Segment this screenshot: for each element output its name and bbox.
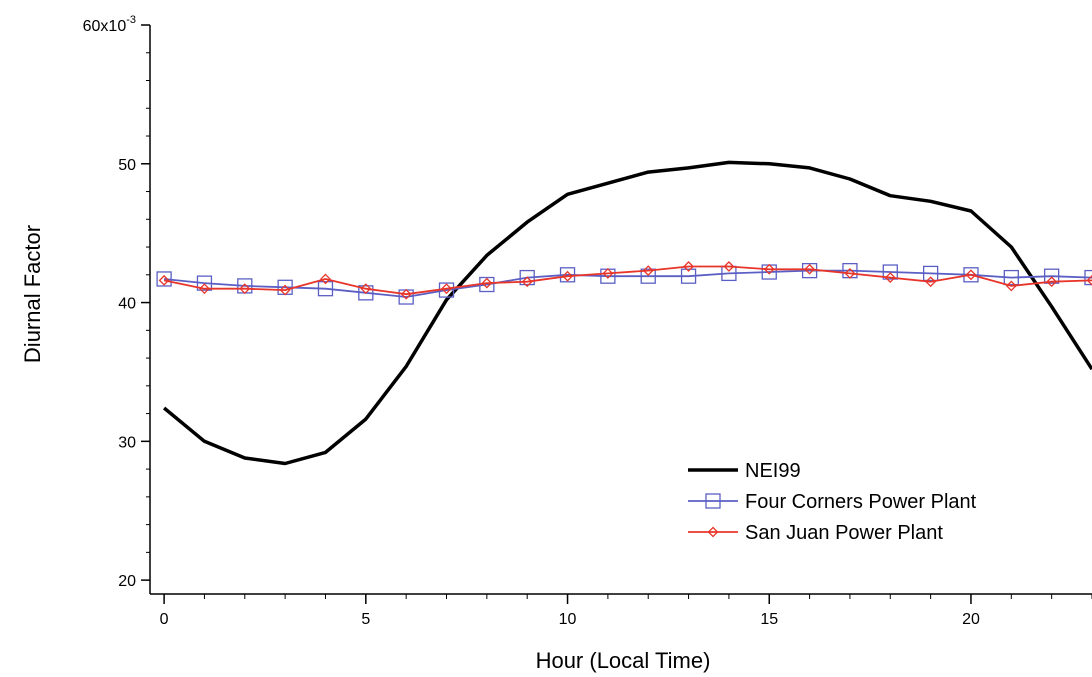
- legend-entry-san-juan-power-plant: San Juan Power Plant: [688, 522, 943, 544]
- y-tick-label: 50: [118, 157, 136, 174]
- data-point-san-juan-power-plant: [481, 277, 493, 289]
- data-point-san-juan-power-plant: [1005, 280, 1017, 292]
- data-point-four-corners-power-plant: [196, 275, 213, 291]
- x-axis-label: Hour (Local Time): [536, 648, 711, 673]
- data-point-four-corners-power-plant: [317, 281, 334, 297]
- data-point-san-juan-power-plant: [642, 265, 654, 277]
- y-tick-label: 60x10-3: [83, 14, 136, 35]
- x-tick-label: 15: [760, 611, 778, 628]
- data-point-four-corners-power-plant: [640, 268, 656, 284]
- data-point-four-corners-power-plant: [156, 271, 172, 287]
- data-point-four-corners-power-plant: [358, 285, 374, 301]
- data-point-san-juan-power-plant: [521, 276, 533, 288]
- data-point-four-corners-power-plant: [1003, 269, 1019, 286]
- series-san-juan-power-plant: [158, 261, 1092, 300]
- series-four-corners-power-plant: [156, 262, 1092, 305]
- x-tick-label: 20: [962, 611, 980, 628]
- data-point-san-juan-power-plant: [158, 274, 170, 286]
- data-point-san-juan-power-plant: [602, 267, 614, 279]
- legend-entry-four-corners-power-plant: Four Corners Power Plant: [688, 491, 977, 513]
- data-point-san-juan-power-plant: [844, 267, 856, 279]
- y-tick-label: 30: [118, 434, 136, 451]
- legend-entry-nei99: NEI99: [688, 460, 801, 482]
- y-axis-label: Diurnal Factor: [20, 225, 45, 363]
- x-tick-label: 5: [361, 611, 370, 628]
- data-point-san-juan-power-plant: [441, 283, 452, 295]
- data-point-four-corners-power-plant: [559, 267, 576, 283]
- series-line-nei99: [162, 160, 1092, 466]
- series-line-four-corners-power-plant: [164, 269, 1092, 298]
- y-tick-label: 40: [118, 296, 136, 313]
- data-point-san-juan-power-plant: [1086, 274, 1092, 286]
- data-point-san-juan-power-plant: [562, 270, 573, 282]
- legend-label: NEI99: [745, 460, 801, 482]
- data-point-san-juan-power-plant: [320, 273, 331, 285]
- data-point-san-juan-power-plant: [804, 263, 816, 275]
- plot-area: [156, 160, 1092, 466]
- data-point-four-corners-power-plant: [922, 265, 939, 282]
- data-point-four-corners-power-plant: [963, 267, 979, 283]
- data-point-san-juan-power-plant: [763, 263, 775, 275]
- data-point-san-juan-power-plant: [239, 283, 251, 295]
- x-tick-label: 0: [160, 611, 169, 628]
- data-point-san-juan-power-plant: [1046, 276, 1058, 288]
- legend-swatch-marker: [707, 526, 719, 538]
- legend-swatch-marker: [705, 493, 721, 509]
- x-tick-label: 10: [559, 611, 577, 628]
- data-point-san-juan-power-plant: [683, 261, 694, 272]
- data-point-san-juan-power-plant: [279, 284, 291, 296]
- y-tick-label: 20: [118, 573, 136, 590]
- data-point-four-corners-power-plant: [882, 264, 898, 280]
- series-nei99: [162, 160, 1092, 466]
- data-point-four-corners-power-plant: [1084, 269, 1092, 286]
- axes: 20 30 40 50 60x10-3 0 5 10 15 20: [83, 14, 1092, 628]
- data-point-san-juan-power-plant: [723, 261, 735, 272]
- legend-label: Four Corners Power Plant: [745, 491, 977, 513]
- data-point-san-juan-power-plant: [199, 283, 210, 295]
- data-point-san-juan-power-plant: [360, 283, 372, 295]
- data-point-san-juan-power-plant: [925, 276, 937, 288]
- series-line-san-juan-power-plant: [163, 265, 1092, 296]
- legend-label: San Juan Power Plant: [745, 522, 943, 544]
- legend: NEI99 Four Corners Power Plant San Juan Po…: [688, 460, 977, 544]
- data-point-four-corners-power-plant: [680, 268, 697, 284]
- data-point-san-juan-power-plant: [965, 269, 977, 281]
- data-point-four-corners-power-plant: [519, 269, 535, 286]
- data-point-san-juan-power-plant: [400, 288, 412, 300]
- data-point-four-corners-power-plant: [1044, 268, 1060, 284]
- y-scale-exponent: -3: [126, 14, 136, 26]
- data-point-san-juan-power-plant: [884, 272, 896, 283]
